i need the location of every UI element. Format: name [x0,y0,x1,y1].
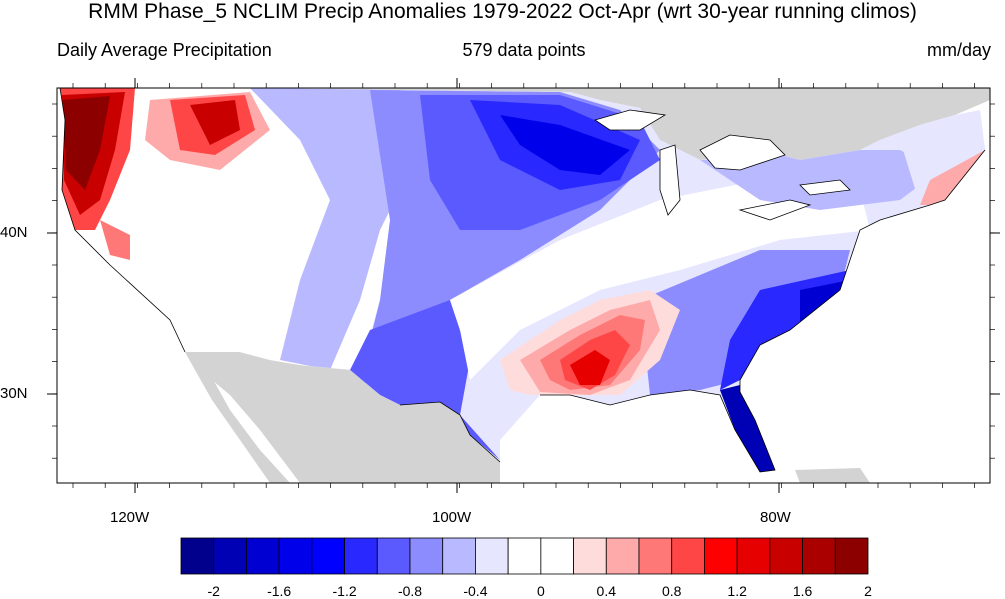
lon-label-100w: 100W [432,509,472,526]
cuba-landmass [795,468,870,483]
colorbar-swatch [213,537,247,575]
colorbar [180,537,869,575]
colorbar-swatch [344,537,378,575]
variable-label: Daily Average Precipitation [57,40,272,60]
colorbar-swatch [573,537,607,575]
colorbar-swatch [802,537,836,575]
colorbar-swatch [671,537,705,575]
colorbar-label: 1.6 [792,583,813,599]
colorbar-swatch [638,537,673,575]
lat-label-30n: 30N [0,385,28,402]
colorbar-label: -1.6 [267,583,292,599]
colorbar-swatch [769,537,803,575]
colorbar-label: 2 [864,583,872,599]
lon-label-80w: 80W [760,509,791,526]
colorbar-swatch [442,537,476,575]
colorbar-swatch [180,537,215,575]
units-label: mm/day [926,40,991,60]
colorbar-swatch [834,537,869,575]
colorbar-label: 0 [536,583,545,599]
colorbar-swatch [409,537,444,575]
colorbar-swatch [704,537,738,575]
minor-ticks [52,83,995,488]
colorbar-label: -0.4 [463,583,488,599]
map-title: RMM Phase_5 NCLIM Precip Anomalies 1979-… [88,0,917,23]
lon-label-120w: 120W [110,509,150,526]
colorbar-swatch [278,537,313,575]
colorbar-label: -2 [207,583,220,599]
great-lakes [594,109,851,221]
colorbar-label: 1.2 [727,583,747,599]
baja-peninsula [185,352,290,483]
colorbar-swatch [376,537,411,575]
colorbar-swatch [475,537,509,575]
data-points-label: 579 data points [462,40,586,60]
colorbar-swatch [246,537,280,575]
colorbar-label: 0.8 [661,583,682,599]
lat-label-40n: 40N [0,224,28,241]
colorbar-swatch [540,537,574,575]
mexico-landmass [185,352,500,483]
colorbar-swatch [736,537,771,575]
colorbar-swatch [507,537,542,575]
colorbar-label: 0.4 [596,583,617,599]
colorbar-swatch [605,537,640,575]
colorbar-label: -0.8 [397,583,423,599]
colorbar-label: -1.2 [332,583,357,599]
colorbar-swatch [311,537,345,575]
